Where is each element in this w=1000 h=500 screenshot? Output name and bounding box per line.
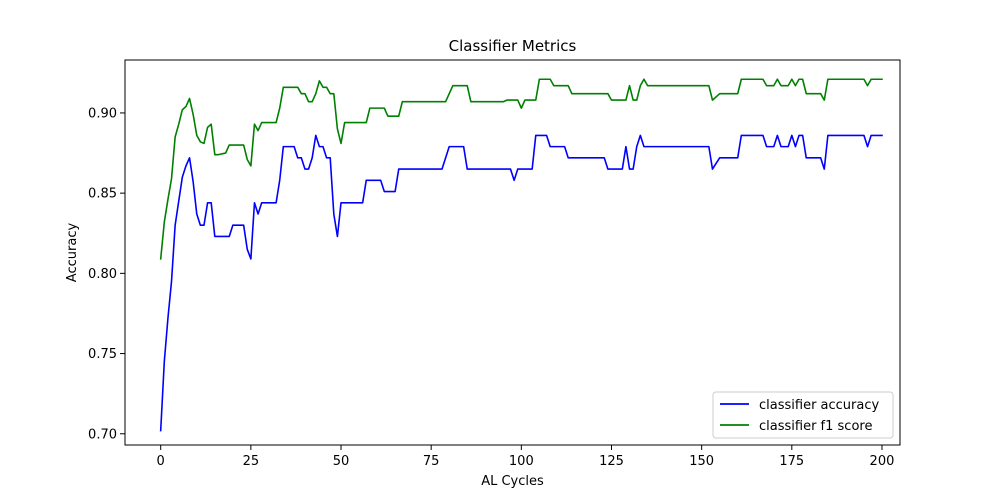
y-axis-label: Accuracy <box>65 223 80 283</box>
x-axis-ticks: 0 25 50 75 100 125 150 175 200 <box>157 445 895 469</box>
legend-label-accuracy: classifier accuracy <box>759 398 880 413</box>
x-tick-label: 75 <box>423 454 440 469</box>
x-tick-label: 0 <box>157 454 165 469</box>
y-axis-ticks: 0.70 0.75 0.80 0.85 0.90 <box>88 106 125 442</box>
x-tick-label: 150 <box>689 454 714 469</box>
accuracy-series-line <box>159 134 883 432</box>
chart-title: Classifier Metrics <box>449 37 577 55</box>
y-tick-label: 0.75 <box>88 347 117 362</box>
x-tick-label: 125 <box>599 454 624 469</box>
x-axis-label: AL Cycles <box>481 474 544 489</box>
x-tick-label: 25 <box>243 454 260 469</box>
plot-lines <box>159 78 883 432</box>
plot-frame <box>124 59 901 446</box>
y-tick-label: 0.85 <box>88 187 117 202</box>
legend-box <box>712 391 894 439</box>
y-tick-label: 0.70 <box>88 427 117 442</box>
x-tick-label: 100 <box>509 454 534 469</box>
legend-label-f1: classifier f1 score <box>759 419 872 434</box>
legend: classifier accuracy classifier f1 score <box>712 391 894 439</box>
f1-score-series-line <box>159 78 883 260</box>
x-tick-label: 50 <box>333 454 350 469</box>
y-tick-label: 0.80 <box>88 267 117 282</box>
x-tick-label: 200 <box>870 454 895 469</box>
plot-area <box>125 60 900 445</box>
x-tick-label: 175 <box>779 454 804 469</box>
y-tick-label: 0.90 <box>88 106 117 121</box>
